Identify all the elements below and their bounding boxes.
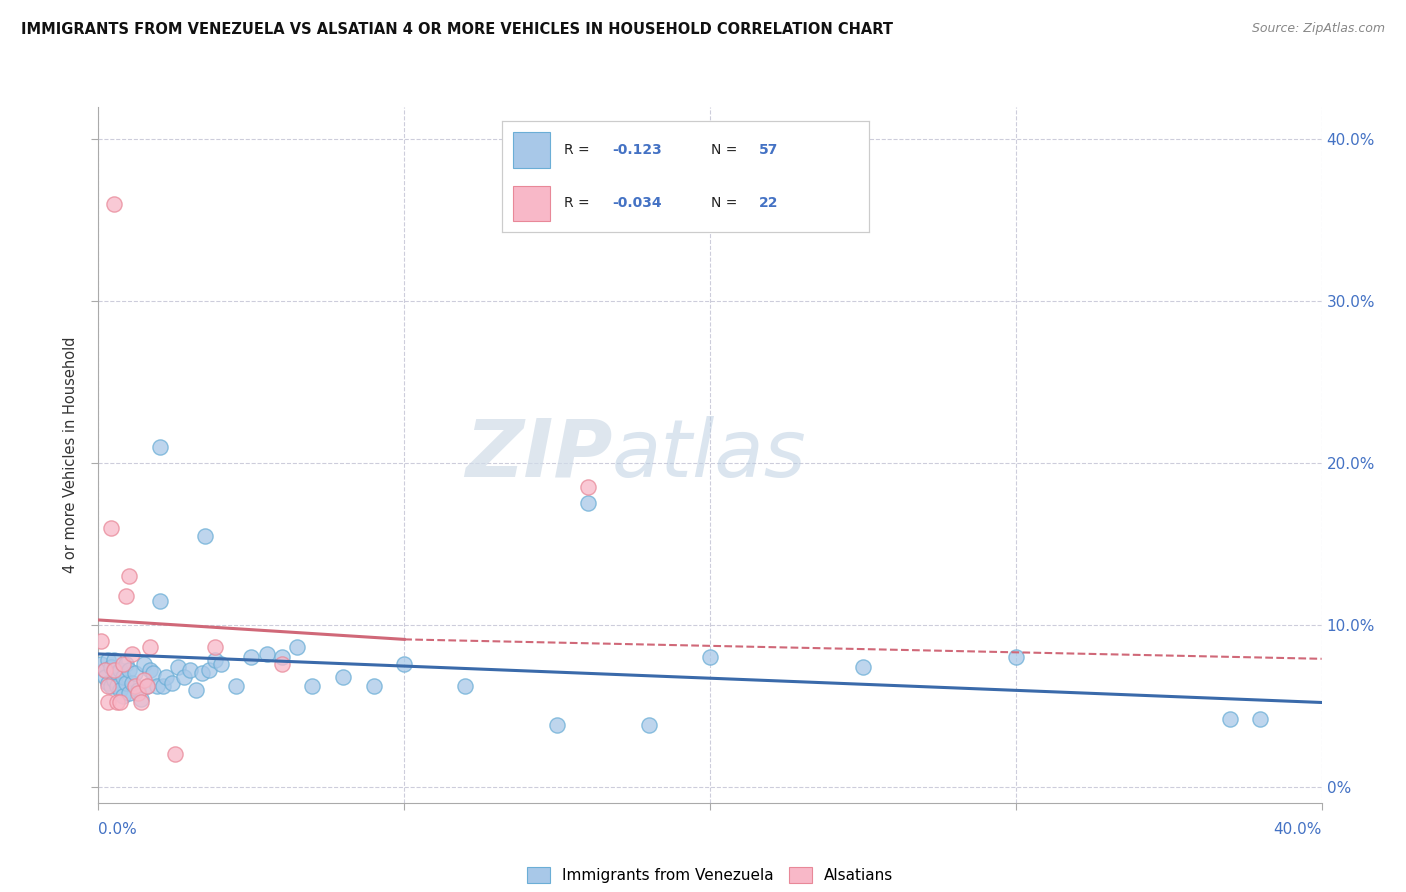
Point (97, 679, 120, 693)
Legend: Immigrants from Venezuela, Alsatians: Immigrants from Venezuela, Alsatians (520, 861, 900, 889)
Point (136, 679, 159, 693)
Point (139, 663, 162, 677)
Point (1004, 650, 1026, 665)
Point (103, 197, 125, 211)
Point (256, 647, 278, 661)
Point (108, 663, 131, 677)
Point (142, 666, 165, 681)
Y-axis label: 4 or more Vehicles in Household: 4 or more Vehicles in Household (63, 336, 79, 574)
Point (332, 670, 354, 684)
Text: 0.0%: 0.0% (98, 822, 138, 837)
Point (118, 663, 141, 677)
Point (204, 653, 226, 667)
Point (90, 657, 112, 671)
Point (301, 679, 323, 693)
Point (93, 663, 115, 677)
Point (124, 666, 146, 681)
Point (97, 696, 120, 710)
Point (392, 657, 416, 671)
Point (103, 653, 125, 667)
Point (105, 679, 128, 693)
Point (127, 686, 149, 700)
Point (194, 529, 217, 543)
Point (167, 660, 190, 674)
Point (115, 589, 138, 603)
Point (173, 670, 195, 684)
Point (363, 679, 385, 693)
Point (179, 663, 201, 677)
Point (121, 676, 143, 690)
Point (186, 682, 208, 697)
Point (111, 670, 134, 684)
Point (145, 679, 167, 693)
Point (225, 679, 247, 693)
Point (93, 670, 115, 684)
Point (149, 593, 172, 607)
Point (576, 480, 599, 494)
Point (136, 679, 159, 693)
Point (270, 657, 292, 671)
Point (124, 679, 146, 693)
Point (115, 657, 138, 671)
Point (191, 666, 214, 681)
Point (1249, 712, 1271, 726)
Point (637, 718, 661, 732)
Point (204, 640, 226, 655)
Point (103, 663, 125, 677)
Point (576, 496, 599, 510)
Point (155, 670, 177, 684)
Text: ZIP: ZIP (465, 416, 612, 494)
Point (209, 657, 232, 671)
Point (699, 650, 721, 665)
Point (134, 657, 156, 671)
Point (108, 696, 131, 710)
Point (129, 696, 152, 710)
Point (118, 686, 141, 700)
Point (152, 679, 174, 693)
Text: IMMIGRANTS FROM VENEZUELA VS ALSATIAN 4 OR MORE VEHICLES IN HOUSEHOLD CORRELATIO: IMMIGRANTS FROM VENEZUELA VS ALSATIAN 4 … (21, 22, 893, 37)
Point (97, 653, 120, 667)
Point (160, 676, 183, 690)
Point (108, 682, 131, 697)
Point (121, 647, 143, 661)
Point (105, 666, 128, 681)
Point (270, 650, 292, 665)
Point (93, 663, 115, 677)
Point (105, 696, 128, 710)
Point (111, 657, 134, 671)
Point (103, 673, 125, 687)
Point (90, 634, 112, 648)
Point (100, 660, 122, 674)
Point (197, 663, 219, 677)
Point (454, 679, 477, 693)
Point (100, 521, 122, 535)
Text: 40.0%: 40.0% (1274, 822, 1322, 837)
Point (129, 692, 152, 706)
Point (97, 676, 120, 690)
Point (139, 640, 162, 655)
Point (118, 569, 141, 583)
Point (115, 676, 138, 690)
Point (149, 440, 172, 454)
Text: atlas: atlas (612, 416, 807, 494)
Point (134, 673, 156, 687)
Point (852, 660, 875, 674)
Point (127, 682, 149, 697)
Point (163, 747, 186, 762)
Point (111, 689, 134, 703)
Point (240, 650, 263, 665)
Point (285, 640, 308, 655)
Point (1219, 712, 1241, 726)
Text: Source: ZipAtlas.com: Source: ZipAtlas.com (1251, 22, 1385, 36)
Point (100, 679, 122, 693)
Point (546, 718, 568, 732)
